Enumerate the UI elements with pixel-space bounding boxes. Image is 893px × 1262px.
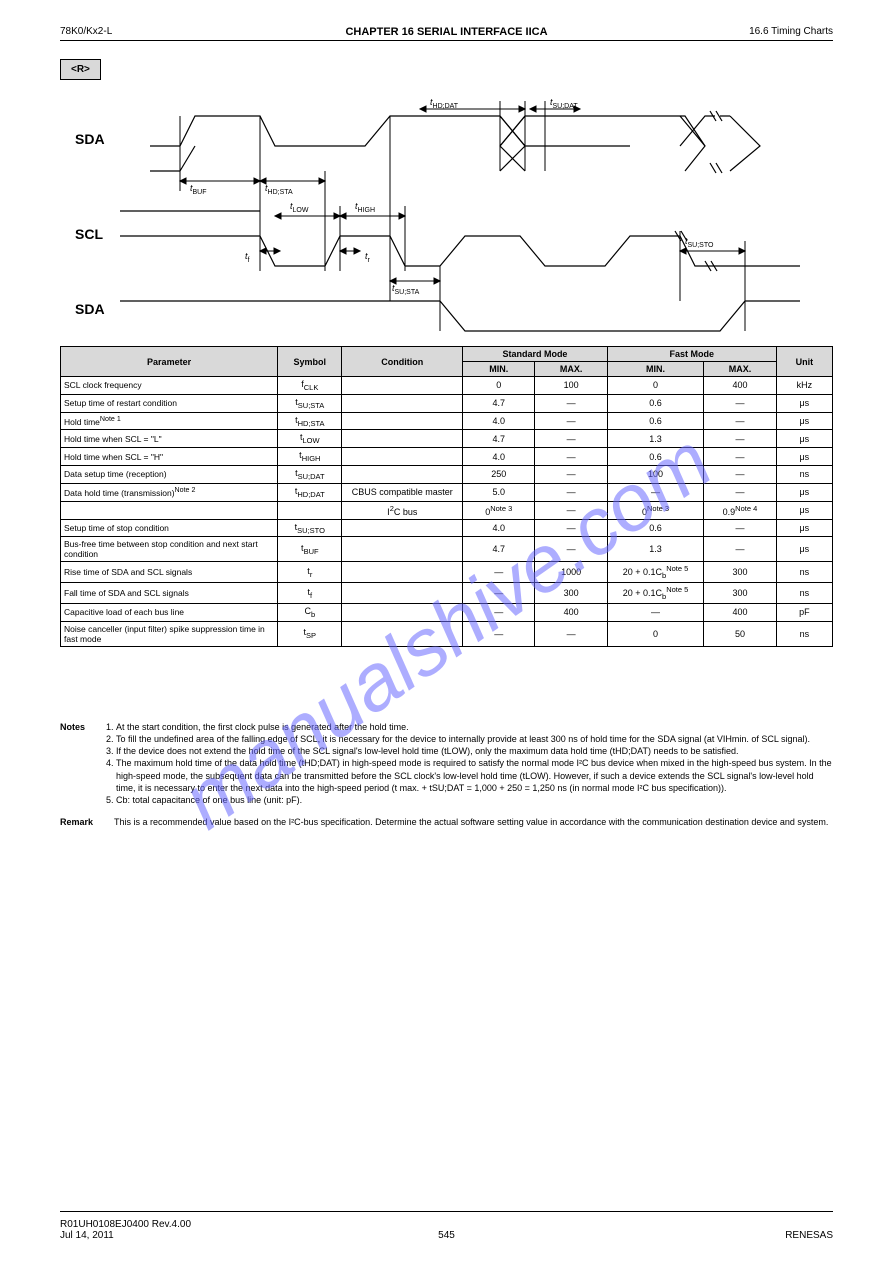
th-smax: MAX. bbox=[535, 362, 607, 377]
th-sym: Symbol bbox=[278, 347, 342, 377]
header-right: 16.6 Timing Charts bbox=[749, 26, 833, 37]
table-row: Setup time of stop conditiontSU;STO4.0—0… bbox=[61, 519, 833, 537]
th-fmin: MIN. bbox=[607, 362, 703, 377]
table-row: Data hold time (transmission)Note 2tHD;D… bbox=[61, 483, 833, 501]
table-row: SCL clock frequencyfCLK01000400kHz bbox=[61, 377, 833, 395]
notes-block: Notes At the start condition, the first … bbox=[60, 721, 833, 828]
th-smin: MIN. bbox=[463, 362, 535, 377]
th-param: Parameter bbox=[61, 347, 278, 377]
table-row: Noise canceller (input filter) spike sup… bbox=[61, 621, 833, 646]
header-center: CHAPTER 16 SERIAL INTERFACE IICA bbox=[345, 26, 547, 38]
note-item: If the device does not extend the hold t… bbox=[116, 745, 833, 757]
th-cond: Condition bbox=[342, 347, 463, 377]
table-row: Capacitive load of each bus lineCb—400—4… bbox=[61, 603, 833, 621]
th-std: Standard Mode bbox=[463, 347, 608, 362]
th-unit: Unit bbox=[776, 347, 832, 377]
label-sda2: SDA bbox=[75, 301, 105, 317]
note-item: The maximum hold time of the data hold t… bbox=[116, 757, 833, 793]
table-row: Hold timeNote 1tHD;STA4.0—0.6—μs bbox=[61, 412, 833, 430]
label-scl: SCL bbox=[75, 226, 103, 242]
remark-title: Remark bbox=[60, 817, 93, 827]
table-row: Data setup time (reception)tSU;DAT250—10… bbox=[61, 465, 833, 483]
table-row: Hold time when SCL = "L"tLOW4.7—1.3—μs bbox=[61, 430, 833, 448]
t-hddat: tHD;DAT bbox=[430, 97, 458, 110]
page-number: 545 bbox=[438, 1230, 455, 1241]
table-row: Hold time when SCL = "H"tHIGH4.0—0.6—μs bbox=[61, 448, 833, 466]
table-row: Rise time of SDA and SCL signalstr—10002… bbox=[61, 562, 833, 583]
t-hdsta: tHD;STA bbox=[265, 183, 293, 196]
note-item: At the start condition, the first clock … bbox=[116, 721, 833, 733]
th-fast: Fast Mode bbox=[607, 347, 776, 362]
header-left: 78K0/Kx2-L bbox=[60, 26, 112, 37]
t-susto: tSU;STO bbox=[685, 236, 713, 249]
notes-title: Notes bbox=[60, 722, 85, 732]
t-sudat: tSU;DAT bbox=[550, 97, 578, 110]
timing-diagram: SDA SCL SDA tBUF tHD;STA tLOW tHIGH tf t… bbox=[80, 101, 810, 336]
table-row: Bus-free time between stop condition and… bbox=[61, 537, 833, 562]
t-low: tLOW bbox=[290, 201, 308, 214]
t-r: tr bbox=[365, 251, 370, 264]
note-item: Cb: total capacitance of one bus line (u… bbox=[116, 794, 833, 806]
note-item: To fill the undefined area of the fallin… bbox=[116, 733, 833, 745]
t-f: tf bbox=[245, 251, 249, 264]
t-susta: tSU;STA bbox=[392, 283, 419, 296]
table-row: Fall time of SDA and SCL signalstf—30020… bbox=[61, 583, 833, 604]
remark-text: This is a recommended value based on the… bbox=[114, 816, 833, 828]
t-high: tHIGH bbox=[355, 201, 375, 214]
table-row: Setup time of restart conditiontSU;STA4.… bbox=[61, 394, 833, 412]
th-fmax: MAX. bbox=[704, 362, 776, 377]
spec-table: Parameter Symbol Condition Standard Mode… bbox=[60, 346, 833, 647]
t-buf: tBUF bbox=[190, 183, 207, 196]
footer-right: RENESAS bbox=[785, 1230, 833, 1241]
table-row: I2C bus0Note 3—0Note 30.9Note 4μs bbox=[61, 501, 833, 519]
label-sda1: SDA bbox=[75, 131, 105, 147]
footer-left: R01UH0108EJ0400 Rev.4.00Jul 14, 2011 bbox=[60, 1219, 191, 1241]
revision-badge: <R> bbox=[60, 59, 101, 80]
